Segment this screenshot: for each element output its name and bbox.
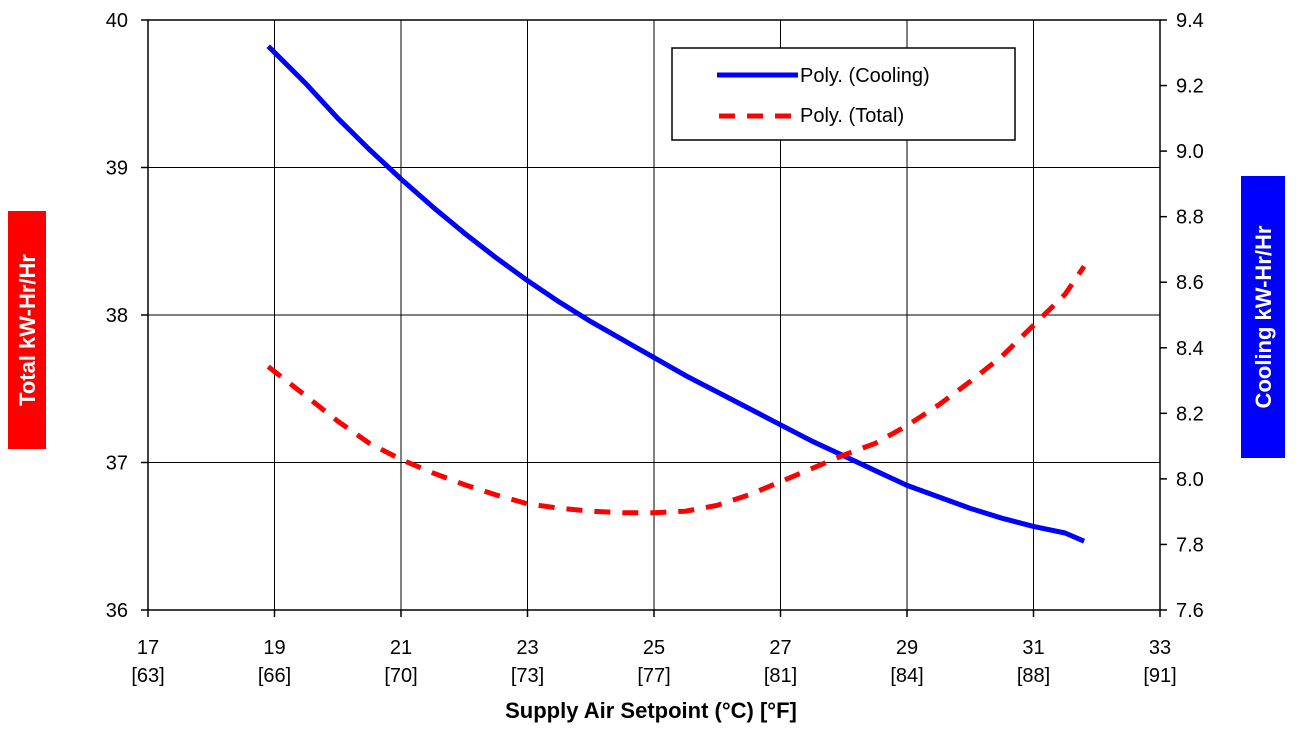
y-right-tick-label: 8.4: [1176, 338, 1204, 360]
y-left-tick-label: 38: [106, 305, 128, 327]
x-tick-label: 25: [643, 637, 665, 659]
legend: Poly. (Cooling) Poly. (Total): [671, 47, 1016, 141]
x-tick-label-fahrenheit: [84]: [890, 665, 923, 687]
x-tick-label-fahrenheit: [66]: [258, 665, 291, 687]
y-right-tick-label: 8.8: [1176, 207, 1204, 229]
series-line-total: [266, 264, 1087, 516]
x-tick-label-fahrenheit: [77]: [637, 665, 670, 687]
legend-box: [671, 47, 1016, 141]
x-axis-title: Supply Air Setpoint (°C) [°F]: [505, 698, 797, 723]
y-axis-left-title: Total kW-Hr/Hr: [8, 211, 46, 449]
y-right-tick-label: 7.6: [1176, 600, 1204, 622]
x-tick-label: 21: [390, 637, 412, 659]
y-right-tick-label: 8.0: [1176, 469, 1204, 491]
y-left-tick-label: 39: [106, 158, 128, 180]
x-tick-label-fahrenheit: [70]: [384, 665, 417, 687]
x-tick-label-fahrenheit: [63]: [131, 665, 164, 687]
x-tick-label-fahrenheit: [81]: [764, 665, 797, 687]
y-axis-right-title-text: Cooling kW-Hr/Hr: [1251, 225, 1276, 408]
y-right-tick-label: 8.6: [1176, 272, 1204, 294]
y-axis-left-title-bg: [8, 211, 46, 449]
axes: 17 [63] 19 [66] 21 [70] 23 [73] 25 [77] 27 [81] 29 [8…: [106, 10, 1204, 687]
y-left-tick-label: 37: [106, 453, 128, 475]
y-right-tick-label: 7.8: [1176, 534, 1204, 556]
series-line-cooling: [266, 44, 1086, 544]
series-layer: [266, 44, 1087, 544]
y-left-tick-label: 36: [106, 600, 128, 622]
x-tick-label-fahrenheit: [88]: [1017, 665, 1050, 687]
x-tick-label: 19: [263, 637, 285, 659]
x-tick-label-fahrenheit: [91]: [1143, 665, 1176, 687]
y-right-tick-label: 9.0: [1176, 141, 1204, 163]
y-axis-right-title: Cooling kW-Hr/Hr: [1241, 176, 1285, 458]
x-tick-label: 33: [1149, 637, 1171, 659]
x-tick-label: 27: [769, 637, 791, 659]
x-tick-label: 31: [1022, 637, 1044, 659]
y-axis-left-title-text: Total kW-Hr/Hr: [15, 254, 40, 406]
x-tick-label: 29: [896, 637, 918, 659]
legend-label-cooling: Poly. (Cooling): [800, 65, 930, 87]
y-right-tick-label: 8.2: [1176, 403, 1204, 425]
y-axis-right-title-bg: [1241, 176, 1285, 458]
y-right-tick-label: 9.4: [1176, 10, 1204, 32]
y-left-tick-label: 40: [106, 10, 128, 32]
x-tick-label-fahrenheit: [73]: [511, 665, 544, 687]
x-tick-label: 17: [137, 637, 159, 659]
x-tick-label: 23: [516, 637, 538, 659]
legend-label-total: Poly. (Total): [800, 105, 904, 127]
y-right-tick-label: 9.2: [1176, 76, 1204, 98]
